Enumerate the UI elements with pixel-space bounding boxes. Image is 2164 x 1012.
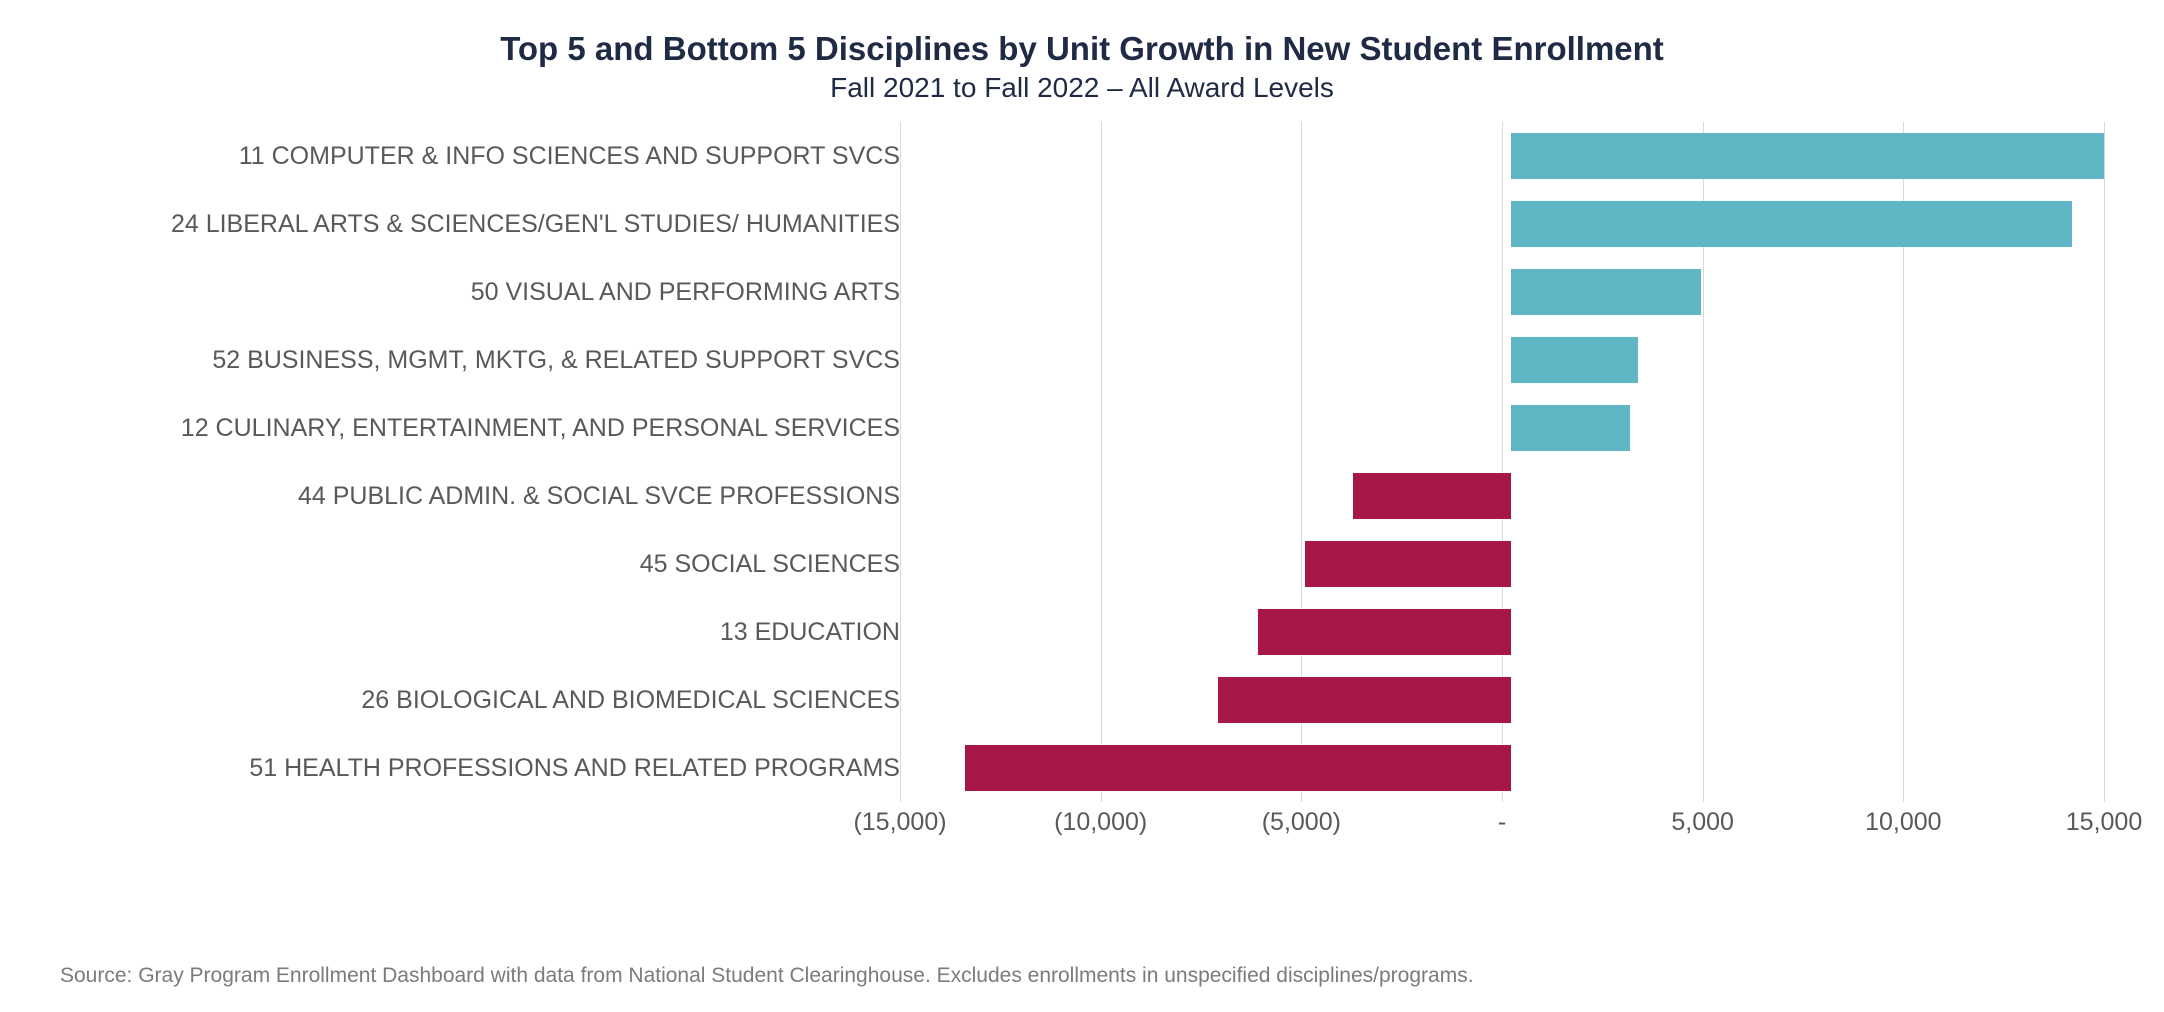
bar-negative [965, 745, 1511, 791]
bar-positive [1511, 405, 1630, 451]
x-tick-label: 5,000 [1671, 808, 1734, 837]
bar-negative [1353, 473, 1511, 519]
grid-line [2104, 122, 2105, 802]
category-label: 13 EDUCATION [60, 618, 918, 647]
bar-track [918, 122, 2104, 190]
bar-negative [1218, 677, 1511, 723]
category-label: 50 VISUAL AND PERFORMING ARTS [60, 278, 918, 307]
category-label: 24 LIBERAL ARTS & SCIENCES/GEN'L STUDIES… [60, 210, 918, 239]
x-tick-label: 15,000 [2066, 808, 2142, 837]
titles-block: Top 5 and Bottom 5 Disciplines by Unit G… [60, 30, 2104, 104]
bar-track [918, 258, 2104, 326]
bar-track [918, 666, 2104, 734]
x-axis-ticks: (15,000)(10,000)(5,000)-5,00010,00015,00… [900, 808, 2104, 848]
x-tick-label: (15,000) [853, 808, 946, 837]
bar-positive [1511, 201, 2072, 247]
chart-title: Top 5 and Bottom 5 Disciplines by Unit G… [60, 30, 2104, 68]
x-tick-label: (5,000) [1262, 808, 1341, 837]
bar-row: 45 SOCIAL SCIENCES [60, 530, 2104, 598]
bar-row: 44 PUBLIC ADMIN. & SOCIAL SVCE PROFESSIO… [60, 462, 2104, 530]
x-axis: (15,000)(10,000)(5,000)-5,00010,00015,00… [60, 808, 2104, 848]
axis-spacer [60, 808, 900, 848]
bar-row: 52 BUSINESS, MGMT, MKTG, & RELATED SUPPO… [60, 326, 2104, 394]
bar-track [918, 734, 2104, 802]
x-tick-label: 10,000 [1865, 808, 1941, 837]
category-label: 44 PUBLIC ADMIN. & SOCIAL SVCE PROFESSIO… [60, 482, 918, 511]
bar-track [918, 462, 2104, 530]
bar-track [918, 190, 2104, 258]
bar-row: 26 BIOLOGICAL AND BIOMEDICAL SCIENCES [60, 666, 2104, 734]
bar-rows: 11 COMPUTER & INFO SCIENCES AND SUPPORT … [60, 122, 2104, 802]
bar-row: 12 CULINARY, ENTERTAINMENT, AND PERSONAL… [60, 394, 2104, 462]
category-label: 51 HEALTH PROFESSIONS AND RELATED PROGRA… [60, 754, 918, 783]
plot-area: 11 COMPUTER & INFO SCIENCES AND SUPPORT … [60, 122, 2104, 848]
source-note: Source: Gray Program Enrollment Dashboar… [60, 964, 1474, 988]
x-tick-label: - [1498, 808, 1506, 837]
bar-track [918, 598, 2104, 666]
bar-track [918, 326, 2104, 394]
bar-row: 50 VISUAL AND PERFORMING ARTS [60, 258, 2104, 326]
bar-row: 51 HEALTH PROFESSIONS AND RELATED PROGRA… [60, 734, 2104, 802]
bar-positive [1511, 269, 1701, 315]
bar-track [918, 530, 2104, 598]
category-label: 45 SOCIAL SCIENCES [60, 550, 918, 579]
category-label: 11 COMPUTER & INFO SCIENCES AND SUPPORT … [60, 142, 918, 171]
bar-positive [1511, 337, 1638, 383]
bar-negative [1305, 541, 1511, 587]
category-label: 12 CULINARY, ENTERTAINMENT, AND PERSONAL… [60, 414, 918, 443]
bar-row: 13 EDUCATION [60, 598, 2104, 666]
bar-row: 24 LIBERAL ARTS & SCIENCES/GEN'L STUDIES… [60, 190, 2104, 258]
bar-track [918, 394, 2104, 462]
bar-negative [1258, 609, 1511, 655]
x-tick-label: (10,000) [1054, 808, 1147, 837]
chart-container: Top 5 and Bottom 5 Disciplines by Unit G… [0, 0, 2164, 1012]
bar-row: 11 COMPUTER & INFO SCIENCES AND SUPPORT … [60, 122, 2104, 190]
category-label: 26 BIOLOGICAL AND BIOMEDICAL SCIENCES [60, 686, 918, 715]
bar-positive [1511, 133, 2104, 179]
chart-subtitle: Fall 2021 to Fall 2022 – All Award Level… [60, 72, 2104, 104]
category-label: 52 BUSINESS, MGMT, MKTG, & RELATED SUPPO… [60, 346, 918, 375]
